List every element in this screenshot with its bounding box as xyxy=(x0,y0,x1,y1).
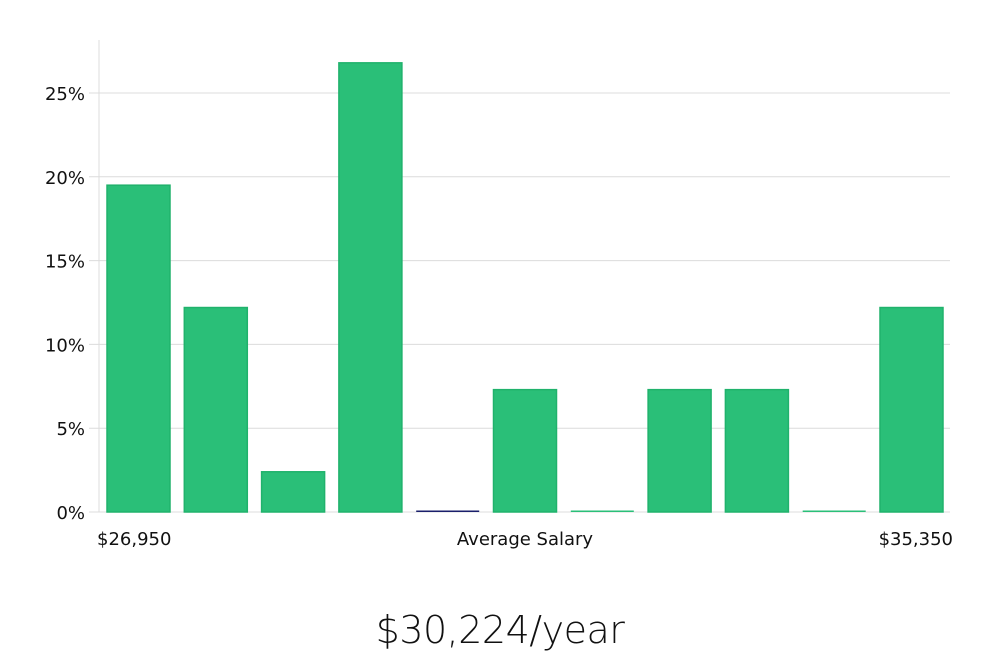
x-max-label: $35,350 xyxy=(878,529,953,550)
histogram-bar xyxy=(492,388,558,513)
y-tick-label: 5% xyxy=(56,419,85,440)
salary-histogram: 0% 5% 10% 15% 20% 25% xyxy=(45,40,950,524)
y-tick-label: 0% xyxy=(56,503,85,524)
y-tick-label: 25% xyxy=(45,84,85,105)
histogram-bar xyxy=(802,510,866,512)
histogram-bar xyxy=(416,510,480,512)
x-min-label: $26,950 xyxy=(97,529,172,550)
histogram-bar xyxy=(260,471,326,513)
y-tick-label: 10% xyxy=(45,335,85,356)
histogram-bar xyxy=(879,306,944,513)
average-salary-value: $30,224/year xyxy=(375,608,625,652)
x-axis-title: Average Salary xyxy=(456,529,594,550)
histogram-bar xyxy=(570,510,634,512)
histogram-bar xyxy=(338,62,403,513)
bars xyxy=(106,62,944,513)
y-axis: 0% 5% 10% 15% 20% 25% xyxy=(45,40,100,524)
y-tick-label: 20% xyxy=(45,168,85,189)
y-tick-label: 15% xyxy=(45,252,85,273)
histogram-bar xyxy=(647,388,712,513)
histogram-bar xyxy=(106,184,171,513)
histogram-bar xyxy=(183,306,249,513)
histogram-bar xyxy=(724,388,790,513)
